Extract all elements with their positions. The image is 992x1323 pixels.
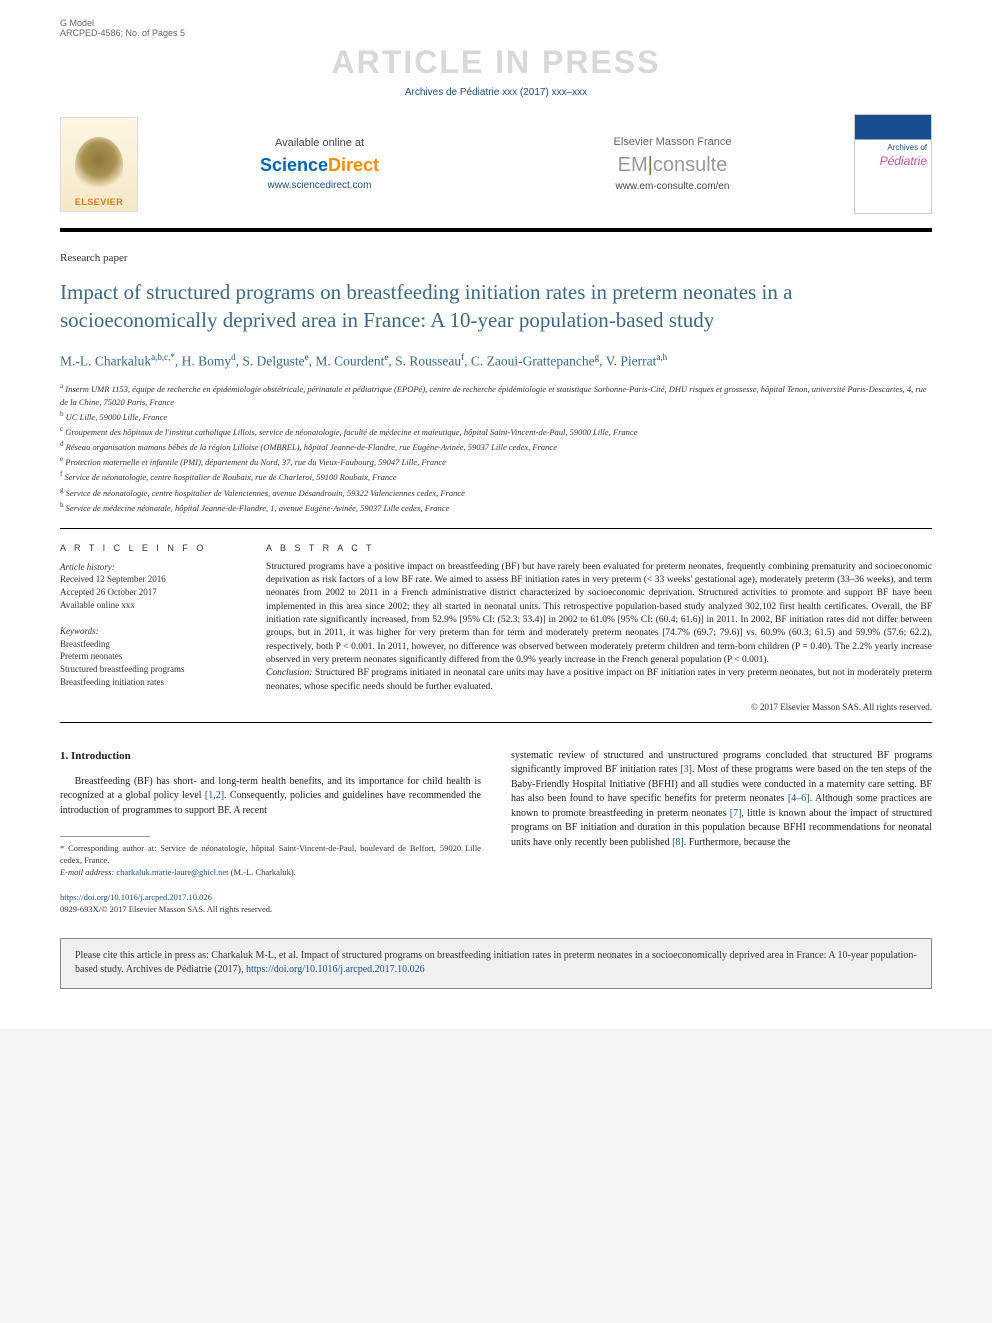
- watermark: ARTICLE IN PRESS: [60, 44, 932, 81]
- ref-link[interactable]: [4–6]: [788, 793, 810, 804]
- received-date: Received 12 September 2016: [60, 573, 240, 586]
- header-bar: ELSEVIER Available online at ScienceDire…: [60, 114, 932, 232]
- divider-2: [60, 722, 932, 723]
- info-abstract-row: A R T I C L E I N F O Article history: R…: [60, 543, 932, 712]
- elsevier-logo[interactable]: ELSEVIER: [60, 117, 138, 212]
- body-col-right: systematic review of structured and unst…: [511, 749, 932, 916]
- gmodel-line1: G Model: [60, 18, 185, 28]
- sciencedirect-link[interactable]: www.sciencedirect.com: [148, 180, 491, 191]
- emconsulte-block: Elsevier Masson France EM|consulte www.e…: [501, 136, 844, 192]
- jcover-archives: Archives of: [855, 141, 931, 154]
- sd-direct: Direct: [328, 155, 379, 175]
- doi-link[interactable]: https://doi.org/10.1016/j.arcped.2017.10…: [60, 892, 212, 902]
- keyword-2: Structured breastfeeding programs: [60, 663, 240, 676]
- keyword-0: Breastfeeding: [60, 638, 240, 651]
- corresponding-author: * Corresponding author at: Service de né…: [60, 843, 481, 867]
- keywords-label: Keywords:: [60, 625, 240, 638]
- affiliation-2: c Groupement des hôpitaux de l'institut …: [60, 424, 932, 438]
- affiliation-5: f Service de néonatologie, centre hospit…: [60, 469, 932, 483]
- ref-link[interactable]: [1,2]: [205, 790, 224, 801]
- citation-box: Please cite this article in press as: Ch…: [60, 938, 932, 989]
- conclusion-label: Conclusion:: [266, 668, 312, 678]
- article-info-col: A R T I C L E I N F O Article history: R…: [60, 543, 240, 712]
- elsevier-tree-icon: [75, 137, 123, 193]
- affiliation-4: e Protection maternelle et infantile (PM…: [60, 454, 932, 468]
- abstract-main: Structured programs have a positive impa…: [266, 562, 932, 665]
- author-list: M.-L. Charkaluka,b,c,*, H. Bomyd, S. Del…: [60, 351, 932, 372]
- elsevier-text: ELSEVIER: [75, 197, 124, 207]
- affiliation-1: b UC Lille, 59000 Lille, France: [60, 409, 932, 423]
- ref-link[interactable]: [3]: [680, 764, 692, 775]
- sd-science: Science: [260, 155, 328, 175]
- affiliations: a Inserm UMR 1153, équipe de recherche e…: [60, 381, 932, 513]
- abstract-label: A B S T R A C T: [266, 543, 932, 553]
- page: G Model ARCPED-4586; No. of Pages 5 ARTI…: [0, 0, 992, 1029]
- conclusion-text: Structured BF programs initiated in neon…: [266, 668, 932, 691]
- jcover-pediatrie: Pédiatrie: [855, 154, 931, 168]
- affiliation-7: h Service de médecine néonatale, hôpital…: [60, 500, 932, 514]
- intro-heading: 1. Introduction: [60, 749, 481, 765]
- body-columns: 1. Introduction Breastfeeding (BF) has s…: [60, 749, 932, 916]
- article-info-label: A R T I C L E I N F O: [60, 543, 240, 553]
- sciencedirect-logo[interactable]: ScienceDirect: [148, 155, 491, 176]
- affiliation-0: a Inserm UMR 1153, équipe de recherche e…: [60, 381, 932, 407]
- email-footnote: E-mail address: charkaluk.marie-laure@gh…: [60, 867, 481, 879]
- keyword-3: Breastfeeding initiation rates: [60, 676, 240, 689]
- affiliation-3: d Réseau organisation mamans bébés de la…: [60, 439, 932, 453]
- doi-block: https://doi.org/10.1016/j.arcped.2017.10…: [60, 891, 481, 916]
- em-logo-consulte: consulte: [653, 154, 728, 176]
- intro-para-1: Breastfeeding (BF) has short- and long-t…: [60, 775, 481, 819]
- intro-para-2: systematic review of structured and unst…: [511, 749, 932, 851]
- sciencedirect-block: Available online at ScienceDirect www.sc…: [148, 137, 491, 191]
- email-label: E-mail address:: [60, 867, 114, 877]
- email-link[interactable]: charkaluk.marie-laure@ghicl.net: [116, 867, 228, 877]
- footnote-separator: [60, 836, 150, 837]
- em-title: Elsevier Masson France: [501, 136, 844, 148]
- divider: [60, 528, 932, 529]
- gmodel-line2: ARCPED-4586; No. of Pages 5: [60, 28, 185, 38]
- accepted-date: Accepted 26 October 2017: [60, 586, 240, 599]
- article-title: Impact of structured programs on breastf…: [60, 278, 932, 335]
- ref-link[interactable]: [7]: [730, 808, 742, 819]
- article-type: Research paper: [60, 252, 932, 264]
- em-logo-em: EM: [618, 154, 648, 176]
- history-label: Article history:: [60, 561, 240, 574]
- em-link[interactable]: www.em-consulte.com/en: [501, 181, 844, 192]
- cite-doi-link[interactable]: https://doi.org/10.1016/j.arcped.2017.10…: [246, 964, 425, 975]
- em-logo[interactable]: EM|consulte: [501, 154, 844, 177]
- abstract-copyright: © 2017 Elsevier Masson SAS. All rights r…: [266, 702, 932, 712]
- online-date: Available online xxx: [60, 599, 240, 612]
- keywords-block: Keywords: BreastfeedingPreterm neonatesS…: [60, 625, 240, 688]
- abstract-col: A B S T R A C T Structured programs have…: [266, 543, 932, 712]
- body-col-left: 1. Introduction Breastfeeding (BF) has s…: [60, 749, 481, 916]
- gmodel-header: G Model ARCPED-4586; No. of Pages 5: [60, 18, 185, 38]
- journal-citation: Archives de Pédiatrie xxx (2017) xxx–xxx: [60, 87, 932, 98]
- keyword-1: Preterm neonates: [60, 650, 240, 663]
- article-history: Article history: Received 12 September 2…: [60, 561, 240, 611]
- doi-copyright: 0929-693X/© 2017 Elsevier Masson SAS. Al…: [60, 904, 272, 914]
- available-label: Available online at: [148, 137, 491, 149]
- cite-text: Please cite this article in press as: Ch…: [75, 950, 917, 976]
- email-who: (M.-L. Charkaluk).: [231, 867, 296, 877]
- journal-cover[interactable]: Archives of Pédiatrie: [854, 114, 932, 214]
- abstract-body: Structured programs have a positive impa…: [266, 561, 932, 694]
- affiliation-6: g Service de néonatologie, centre hospit…: [60, 485, 932, 499]
- ref-link[interactable]: [8]: [672, 837, 684, 848]
- jcover-top-bar: [855, 115, 931, 141]
